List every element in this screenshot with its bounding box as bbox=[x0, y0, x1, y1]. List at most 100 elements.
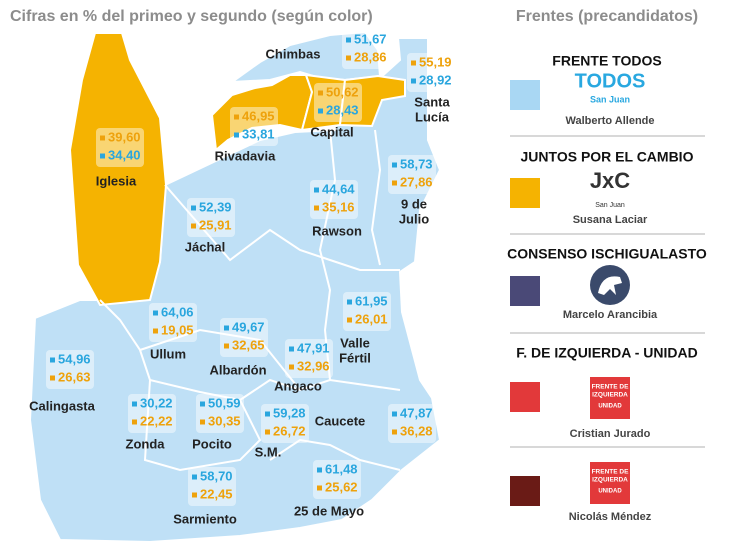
department-name: Lucía bbox=[415, 109, 450, 124]
value-swatch bbox=[314, 187, 319, 193]
value-box bbox=[342, 30, 390, 69]
value-label: 46,95 bbox=[242, 108, 275, 123]
department-name: Jáchal bbox=[185, 239, 225, 254]
candidate-name: Marcelo Arancibia bbox=[563, 309, 658, 321]
value-swatch bbox=[346, 55, 351, 61]
department-name: 9 de bbox=[401, 196, 427, 211]
value-swatch bbox=[392, 429, 397, 435]
department-name: Calingasta bbox=[29, 398, 96, 413]
candidate-name: Nicolás Méndez bbox=[569, 511, 652, 523]
value-label: 61,48 bbox=[325, 461, 358, 476]
value-swatch bbox=[200, 419, 205, 425]
value-swatch bbox=[411, 78, 416, 84]
logo-dino bbox=[598, 276, 622, 295]
value-label: 55,19 bbox=[419, 54, 452, 69]
value-swatch bbox=[318, 90, 323, 96]
value-label: 30,35 bbox=[208, 413, 241, 428]
candidate-name: Susana Laciar bbox=[573, 214, 648, 226]
value-label: 52,39 bbox=[199, 199, 232, 214]
value-label: 36,28 bbox=[400, 423, 433, 438]
value-box bbox=[46, 350, 94, 389]
department-name: Santa bbox=[414, 94, 450, 109]
candidate-name: Walberto Allende bbox=[565, 115, 654, 127]
value-swatch bbox=[318, 108, 323, 114]
value-swatch bbox=[192, 474, 197, 480]
map-region-santa-lucia bbox=[338, 74, 406, 128]
border bbox=[318, 129, 337, 381]
value-box bbox=[220, 318, 268, 357]
value-swatch bbox=[191, 205, 196, 211]
value-label: 25,62 bbox=[325, 479, 358, 494]
border bbox=[139, 328, 301, 391]
value-label: 22,45 bbox=[200, 486, 233, 501]
map-borders bbox=[99, 129, 401, 472]
value-swatch bbox=[100, 135, 105, 141]
value-label: 25,91 bbox=[199, 217, 232, 232]
front-heading: F. DE IZQUIERDA - UNIDAD bbox=[516, 345, 697, 361]
border bbox=[149, 379, 241, 401]
value-box bbox=[96, 128, 144, 167]
value-label: 61,95 bbox=[355, 293, 388, 308]
value-label: 54,96 bbox=[58, 351, 91, 366]
value-label: 26,63 bbox=[58, 369, 91, 384]
value-swatch bbox=[317, 467, 322, 473]
value-label: 49,67 bbox=[232, 319, 265, 334]
value-label: 59,28 bbox=[273, 405, 306, 420]
logo-text: JxC bbox=[590, 168, 630, 193]
value-label: 39,60 bbox=[108, 129, 141, 144]
value-swatch bbox=[411, 60, 416, 66]
department-name: Pocito bbox=[192, 436, 232, 451]
value-box bbox=[388, 404, 436, 443]
value-label: 34,40 bbox=[108, 147, 141, 162]
value-swatch bbox=[346, 37, 351, 43]
department-name: Rivadavia bbox=[215, 148, 276, 163]
department-name: Julio bbox=[399, 211, 429, 226]
value-box bbox=[343, 292, 391, 331]
value-label: 35,16 bbox=[322, 199, 355, 214]
map-region bbox=[228, 30, 382, 84]
value-swatch bbox=[191, 223, 196, 229]
value-swatch bbox=[347, 299, 352, 305]
value-box bbox=[388, 155, 436, 194]
value-label: 50,59 bbox=[208, 395, 241, 410]
value-swatch bbox=[289, 346, 294, 352]
department-name: Capital bbox=[310, 124, 353, 139]
map-title: Cifras en % del primeo y segundo (según … bbox=[10, 8, 373, 25]
value-label: 64,06 bbox=[161, 304, 194, 319]
logo-box bbox=[590, 377, 630, 419]
department-name: Albardón bbox=[209, 362, 266, 377]
value-swatch bbox=[234, 132, 239, 138]
value-box bbox=[128, 394, 176, 433]
value-label: 33,81 bbox=[242, 126, 275, 141]
front-heading: CONSENSO ISCHIGUALASTO bbox=[507, 246, 707, 262]
department-name: Chimbas bbox=[266, 46, 321, 61]
value-label: 44,64 bbox=[322, 181, 355, 196]
logo-text: IZQUIERDA bbox=[592, 477, 628, 484]
front-swatch bbox=[510, 80, 540, 110]
logo-text: FRENTE DE bbox=[592, 469, 630, 476]
front-heading: FRENTE TODOS bbox=[552, 53, 661, 69]
value-swatch bbox=[265, 429, 270, 435]
value-swatch bbox=[192, 492, 197, 498]
value-swatch bbox=[132, 419, 137, 425]
value-swatch bbox=[317, 485, 322, 491]
value-swatch bbox=[347, 317, 352, 323]
value-swatch bbox=[265, 411, 270, 417]
logo-text: San Juan bbox=[590, 94, 630, 104]
value-swatch bbox=[153, 328, 158, 334]
value-box bbox=[261, 404, 309, 443]
value-swatch bbox=[392, 411, 397, 417]
value-swatch bbox=[50, 375, 55, 381]
logo-text: UNIDAD bbox=[598, 404, 622, 410]
value-swatch bbox=[153, 310, 158, 316]
logo-text: IZQUIERDA bbox=[592, 392, 628, 399]
department-name: S.M. bbox=[255, 444, 282, 459]
department-name: 25 de Mayo bbox=[294, 503, 364, 518]
front-heading: JUNTOS POR EL CAMBIO bbox=[521, 149, 694, 165]
value-label: 32,65 bbox=[232, 337, 265, 352]
value-label: 28,43 bbox=[326, 102, 359, 117]
front-swatch bbox=[510, 382, 540, 412]
value-swatch bbox=[200, 401, 205, 407]
value-box bbox=[230, 107, 278, 146]
department-name: Valle bbox=[340, 335, 370, 350]
